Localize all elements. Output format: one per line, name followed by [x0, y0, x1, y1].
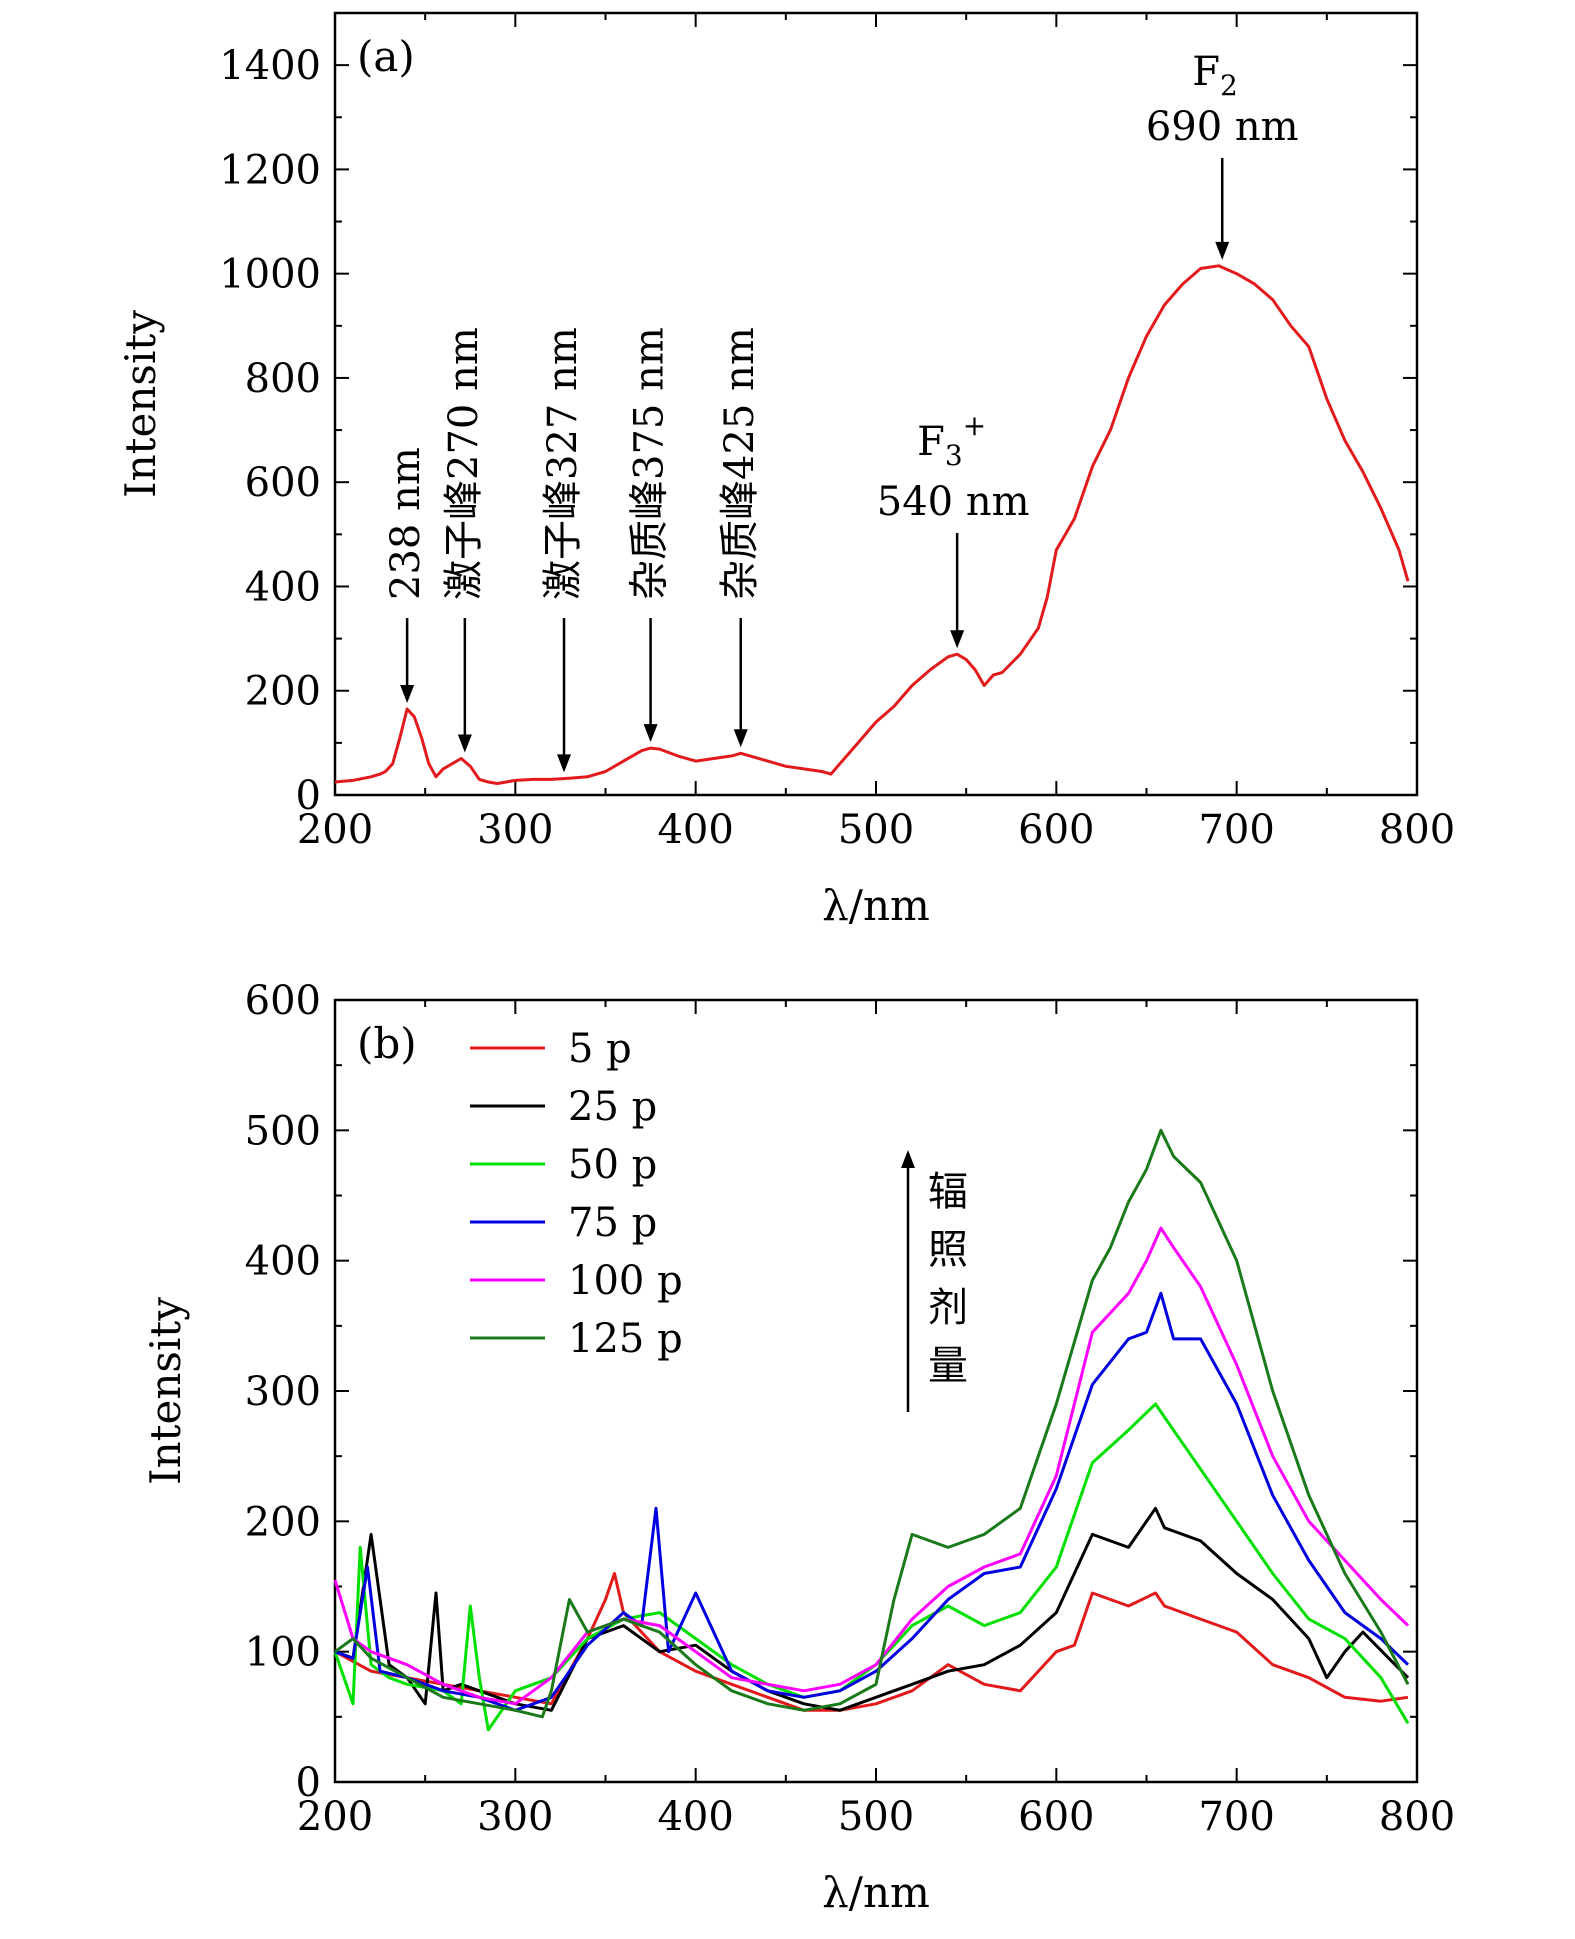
center-letter: F: [1192, 49, 1220, 95]
y-tick-label: 100: [245, 1630, 321, 1676]
series-line-spectrum: [334, 264, 1410, 785]
dose-label-char: 照: [928, 1227, 968, 1273]
y-tick-label: 600: [245, 460, 321, 506]
x-tick-label: 800: [1379, 807, 1455, 853]
series-line-100-p: [333, 1226, 1410, 1706]
legend-entry: 25 p: [568, 1084, 657, 1130]
dose-arrow-head: [901, 1150, 915, 1168]
y-axis-label: Intensity: [116, 310, 165, 498]
center-wavelength: 540 nm: [877, 479, 1030, 525]
x-tick-label: 300: [477, 807, 553, 853]
panel-label: (a): [357, 32, 415, 81]
peak-arrow-head: [457, 734, 472, 753]
panel-b: 200 300 400 500 600 700 800 0 100 200 300 400 500 600…: [141, 978, 1455, 1917]
center-superscript: +: [963, 409, 986, 442]
series-line-125-p: [334, 1128, 1410, 1719]
center-label: F2: [1192, 49, 1238, 102]
dose-label-char: 剂: [928, 1285, 968, 1331]
panel-a: 200 300 400 500 600 700 8000200400600800100012…: [116, 11, 1455, 930]
peak-arrow-head: [557, 754, 572, 773]
x-tick-label: 600: [1018, 1794, 1094, 1840]
y-tick-label: 0: [296, 773, 321, 819]
x-axis-label: λ/nm: [822, 881, 930, 930]
y-axis-label: Intensity: [141, 1297, 190, 1485]
peak-arrow-head: [400, 684, 415, 703]
peak-label: 激子峰270 nm: [441, 327, 487, 600]
legend-entry: 50 p: [568, 1142, 657, 1188]
y-tick-label: 1400: [219, 43, 321, 89]
legend-entry: 5 p: [568, 1026, 632, 1072]
legend-entry: 75 p: [568, 1200, 657, 1246]
y-tick-label: 1200: [219, 147, 321, 193]
x-tick-label: 800: [1379, 1794, 1455, 1840]
y-tick-label: 200: [245, 1499, 321, 1545]
x-tick-label: 200: [297, 1794, 373, 1840]
series-line-75-p: [334, 1291, 1410, 1712]
panel-label: (b): [357, 1019, 417, 1068]
peak-label: 杂质峰425 nm: [717, 327, 763, 600]
dose-label: 辐照剂量: [928, 1169, 968, 1389]
center-label: F3+: [917, 409, 986, 472]
peak-label: 激子峰327 nm: [540, 327, 586, 600]
x-tick-label: 500: [838, 1794, 914, 1840]
x-tick-label: 300: [477, 1794, 553, 1840]
center-arrow-head: [1215, 241, 1230, 260]
peak-arrow-head: [643, 724, 658, 743]
legend-entry: 100 p: [568, 1258, 683, 1304]
center-subscript: 3: [945, 439, 963, 472]
y-tick-label: 0: [296, 1760, 321, 1806]
series-line-50-p: [333, 1402, 1410, 1732]
center-letter: F: [917, 419, 945, 465]
center-wavelength: 690 nm: [1146, 104, 1299, 150]
peak-label: 238 nm: [383, 447, 429, 600]
x-tick-label: 500: [838, 807, 914, 853]
y-tick-label: 400: [245, 1239, 321, 1285]
x-tick-label: 400: [657, 1794, 733, 1840]
dose-label-char: 辐: [928, 1169, 968, 1215]
y-tick-label: 200: [245, 669, 321, 715]
x-tick-label: 700: [1198, 807, 1274, 853]
peak-label: 杂质峰375 nm: [627, 327, 673, 600]
x-tick-label: 400: [657, 807, 733, 853]
y-tick-label: 400: [245, 564, 321, 610]
x-tick-label: 700: [1198, 1794, 1274, 1840]
dose-label-char: 量: [928, 1343, 968, 1389]
y-tick-label: 300: [245, 1369, 321, 1415]
x-tick-label: 600: [1018, 807, 1094, 853]
x-axis-label: λ/nm: [822, 1868, 930, 1917]
peak-arrow-head: [733, 729, 748, 748]
y-tick-label: 600: [245, 978, 321, 1024]
series-line-5-p: [334, 1572, 1409, 1712]
y-tick-label: 1000: [219, 252, 321, 298]
legend-entry: 125 p: [568, 1316, 683, 1362]
center-arrow-head: [950, 630, 965, 649]
x-tick-label: 200: [297, 807, 373, 853]
y-tick-label: 500: [245, 1108, 321, 1154]
y-tick-label: 800: [245, 356, 321, 402]
center-subscript: 2: [1220, 69, 1238, 102]
